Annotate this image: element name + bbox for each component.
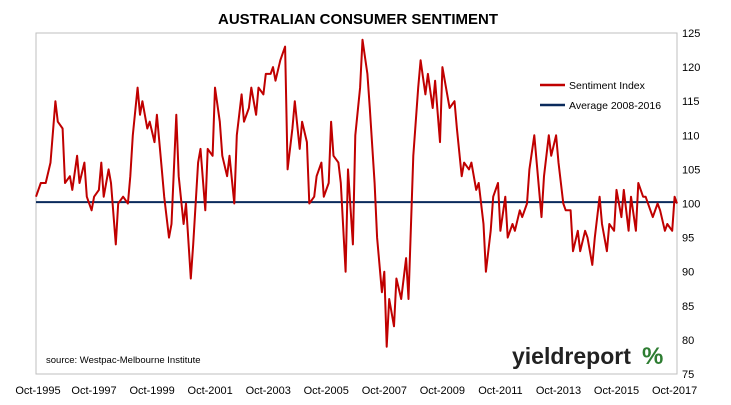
x-tick-label: Oct-2009	[420, 385, 465, 397]
x-tick-label: Oct-2005	[304, 385, 349, 397]
x-tick-label: Oct-1999	[129, 385, 174, 397]
y-tick-label: 80	[682, 335, 694, 347]
y-tick-label: 90	[682, 267, 694, 279]
x-tick-label: Oct-2007	[362, 385, 407, 397]
source-note: source: Westpac-Melbourne Institute	[46, 355, 201, 366]
y-tick-label: 110	[682, 130, 700, 142]
x-tick-label: Oct-2013	[536, 385, 581, 397]
x-tick-label: Oct-1997	[71, 385, 116, 397]
legend-label-average: Average 2008-2016	[569, 100, 661, 112]
y-axis: 75 80 85 90 95 100 105 110 115 120 125	[682, 28, 700, 381]
y-tick-label: 105	[682, 164, 700, 176]
x-tick-label: Oct-2011	[478, 385, 522, 397]
y-tick-label: 125	[682, 28, 700, 40]
y-tick-label: 95	[682, 233, 694, 245]
logo-wordmark: yieldreport	[512, 343, 631, 369]
legend-label-sentiment-index: Sentiment Index	[569, 80, 646, 92]
x-tick-label: Oct-1995	[15, 385, 60, 397]
y-tick-label: 120	[682, 62, 700, 74]
legend: Sentiment Index Average 2008-2016	[540, 80, 661, 112]
y-tick-label: 115	[682, 96, 700, 108]
x-tick-label: Oct-2017	[652, 385, 697, 397]
y-tick-label: 100	[682, 199, 700, 211]
x-tick-label: Oct-2001	[188, 385, 233, 397]
chart-title: AUSTRALIAN CONSUMER SENTIMENT	[218, 11, 498, 28]
x-axis: Oct-1995 Oct-1997 Oct-1999 Oct-2001 Oct-2003…	[15, 385, 697, 397]
plot-area	[35, 32, 678, 375]
series-line-sentiment-index	[35, 38, 678, 348]
y-tick-label: 85	[682, 301, 694, 313]
logo-percent-symbol: %	[642, 343, 663, 370]
series-layer	[35, 38, 678, 348]
yieldreport-logo: yieldreport %	[512, 343, 663, 370]
x-tick-label: Oct-2015	[594, 385, 639, 397]
y-tick-label: 75	[682, 369, 694, 381]
x-tick-label: Oct-2003	[246, 385, 291, 397]
